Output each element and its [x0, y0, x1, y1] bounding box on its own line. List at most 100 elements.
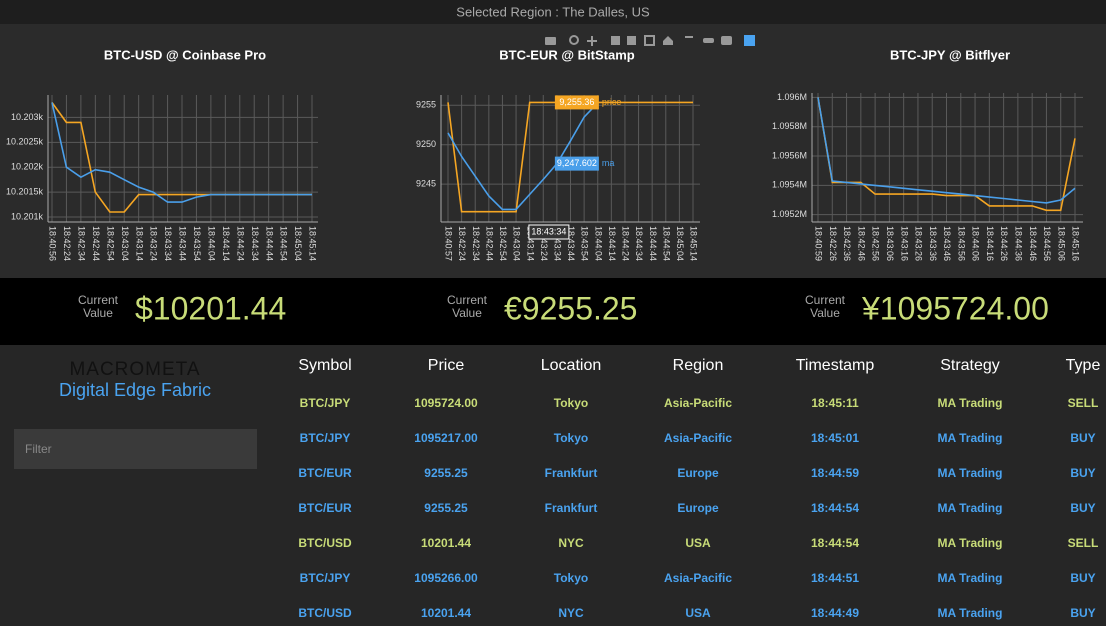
x-tick-label: 18:44:04: [207, 226, 217, 261]
table-cell: 18:45:11: [811, 396, 859, 410]
table-cell: Tokyo: [553, 431, 589, 445]
x-tick-label: 18:44:04: [593, 226, 603, 261]
x-tick-label: 18:44:06: [971, 226, 981, 261]
x-tick-label: 18:43:14: [134, 226, 144, 261]
charts-panel: Selected Region : The Dalles, US BTC-USD…: [0, 4, 1106, 345]
hover-value: 9,247.602: [557, 158, 597, 168]
autoscale-icon[interactable]: [644, 35, 655, 46]
current-label: Current Value: [805, 293, 846, 320]
table-cell: BTC/USD: [298, 606, 352, 620]
x-tick-label: 18:44:44: [648, 226, 658, 261]
modebar[interactable]: [545, 35, 755, 46]
series-line: [447, 102, 599, 211]
x-tick-label: 18:40:59: [814, 226, 824, 261]
x-tick-label: 18:42:56: [871, 226, 881, 261]
y-tick-label: 1.0958M: [772, 121, 807, 131]
zoom-in-icon[interactable]: [611, 36, 620, 45]
zoom-out-icon[interactable]: [627, 36, 636, 45]
x-tick-label: 18:43:24: [539, 226, 549, 261]
x-tick-label: 18:44:14: [221, 226, 231, 261]
table-cell: USA: [685, 606, 711, 620]
y-tick-label: 10.203k: [11, 112, 44, 122]
x-tick-label: 18:43:44: [566, 226, 576, 261]
hover-x-box: [528, 224, 570, 240]
table-cell: BUY: [1070, 571, 1096, 585]
x-tick-label: 18:40:56: [48, 226, 58, 261]
table-cell: 10201.44: [420, 536, 472, 550]
x-tick-label: 18:42:54: [498, 226, 508, 261]
table-cell: BTC/JPY: [299, 431, 351, 445]
camera-icon[interactable]: [545, 37, 556, 45]
current-label-line: Current: [805, 293, 846, 307]
hover-series-name: price: [602, 97, 622, 107]
table-cell: SELL: [1067, 536, 1099, 550]
hover-closest-icon[interactable]: [703, 38, 714, 43]
hover-x-label: 18:43:34: [531, 226, 566, 236]
current-value: $10201.44: [135, 290, 286, 326]
table-cell: MA Trading: [937, 571, 1003, 585]
x-tick-label: 18:43:46: [942, 226, 952, 261]
table-cell: 9255.25: [424, 501, 468, 515]
x-tick-label: 18:45:04: [293, 226, 303, 261]
table-cell: 18:44:54: [810, 536, 860, 550]
spike-icon[interactable]: [685, 36, 693, 38]
current-label-line: Value: [452, 306, 482, 320]
table-cell: Asia-Pacific: [663, 431, 733, 445]
x-tick-label: 18:43:54: [192, 226, 202, 261]
table-cell: BUY: [1070, 501, 1096, 515]
x-tick-label: 18:42:44: [484, 226, 494, 261]
x-tick-label: 18:44:34: [250, 226, 260, 261]
current-label-line: Value: [810, 306, 840, 320]
x-tick-label: 18:42:54: [105, 226, 115, 261]
brand: MACROMETA: [69, 359, 201, 380]
x-tick-label: 18:44:44: [264, 226, 274, 261]
filter-input[interactable]: Filter: [14, 429, 257, 469]
x-tick-label: 18:42:26: [828, 226, 838, 261]
table-cell: MA Trading: [937, 536, 1003, 550]
y-tick-label: 1.0954M: [772, 180, 807, 190]
x-tick-label: 18:43:54: [580, 226, 590, 261]
x-tick-label: 18:44:26: [999, 226, 1009, 261]
x-tick-label: 18:42:34: [77, 226, 87, 261]
x-tick-label: 18:40:57: [444, 226, 454, 261]
table-cell: BUY: [1070, 431, 1096, 445]
y-tick-label: 10.202k: [11, 162, 44, 172]
y-tick-label: 10.2025k: [6, 137, 44, 147]
x-tick-label: 18:43:14: [525, 226, 535, 261]
x-tick-label: 18:43:04: [120, 226, 130, 261]
x-tick-label: 18:42:36: [842, 226, 852, 261]
current-label: Current Value: [447, 293, 488, 320]
table-cell: NYC: [558, 606, 584, 620]
x-tick-label: 18:43:56: [956, 226, 966, 261]
x-tick-label: 18:43:24: [149, 226, 159, 261]
pan-icon[interactable]: [587, 36, 597, 46]
table-cell: Tokyo: [553, 396, 589, 410]
hover-compare-icon[interactable]: [721, 36, 732, 45]
x-tick-label: 18:43:36: [928, 226, 938, 261]
current-label: Current Value: [78, 293, 119, 320]
plotly-logo[interactable]: [744, 35, 755, 46]
current-value: ¥1095724.00: [861, 290, 1049, 326]
home-icon[interactable]: [663, 36, 673, 45]
table-cell: BTC/JPY: [299, 571, 351, 585]
x-tick-label: 18:44:14: [607, 226, 617, 261]
column-header: Type: [1065, 357, 1101, 374]
x-tick-label: 18:44:46: [1028, 226, 1038, 261]
table-cell: Tokyo: [553, 571, 589, 585]
zoom-icon[interactable]: [569, 35, 579, 45]
table-cell: NYC: [558, 536, 584, 550]
x-tick-label: 18:45:04: [675, 226, 685, 261]
x-tick-label: 18:44:34: [634, 226, 644, 261]
x-tick-label: 18:42:24: [457, 226, 467, 261]
y-tick-label: 9250: [416, 139, 436, 149]
column-header: Location: [540, 357, 602, 374]
current-value: €9255.25: [504, 290, 637, 326]
table-cell: 1095724.00: [414, 396, 478, 410]
x-tick-label: 18:45:14: [689, 226, 699, 261]
hover-box: [554, 156, 599, 171]
chart-title: BTC-EUR @ BitStamp: [499, 47, 635, 62]
x-tick-label: 18:44:54: [279, 226, 289, 261]
x-tick-label: 18:42:34: [471, 226, 481, 261]
x-tick-label: 18:45:16: [1071, 226, 1081, 261]
